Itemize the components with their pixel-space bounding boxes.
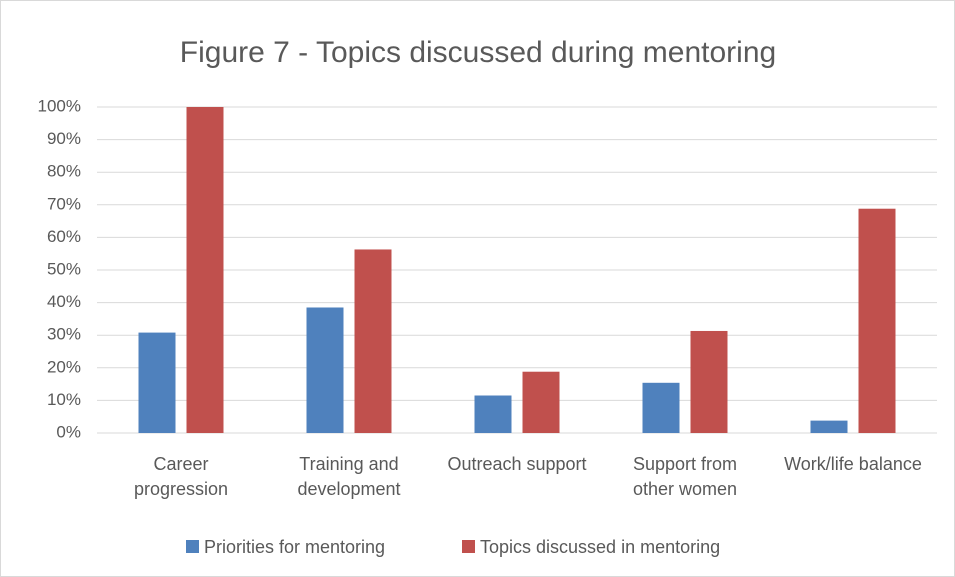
bar [642, 382, 680, 433]
x-tick-label: Support from other women [632, 454, 738, 499]
bar [306, 307, 344, 433]
y-tick-label: 50% [47, 259, 81, 278]
legend-label: Priorities for mentoring [204, 537, 385, 557]
bar [690, 330, 728, 433]
chart-title: Figure 7 - Topics discussed during mento… [180, 36, 776, 69]
x-tick-label: Training and development [297, 454, 401, 499]
bar [138, 332, 176, 433]
bar [522, 371, 560, 433]
y-tick-label: 60% [47, 227, 81, 246]
x-tick-label: Work/life balance [784, 454, 922, 474]
y-tick-label: 40% [47, 292, 81, 311]
bar [858, 208, 896, 433]
y-tick-label: 10% [47, 390, 81, 409]
y-tick-label: 100% [38, 96, 81, 115]
y-tick-label: 80% [47, 162, 81, 181]
bar [354, 249, 392, 433]
y-tick-label: 20% [47, 357, 81, 376]
bar [186, 107, 224, 433]
bar [810, 420, 848, 433]
y-tick-label: 0% [56, 422, 81, 441]
x-tick-label: Career progression [133, 454, 229, 499]
x-tick-label: Outreach support [447, 454, 587, 474]
y-tick-label: 30% [47, 325, 81, 344]
legend-swatch [462, 540, 475, 553]
y-tick-label: 70% [47, 194, 81, 213]
y-tick-label: 90% [47, 129, 81, 148]
legend-label: Topics discussed in mentoring [480, 537, 720, 557]
bar [474, 395, 512, 433]
legend-swatch [186, 540, 199, 553]
